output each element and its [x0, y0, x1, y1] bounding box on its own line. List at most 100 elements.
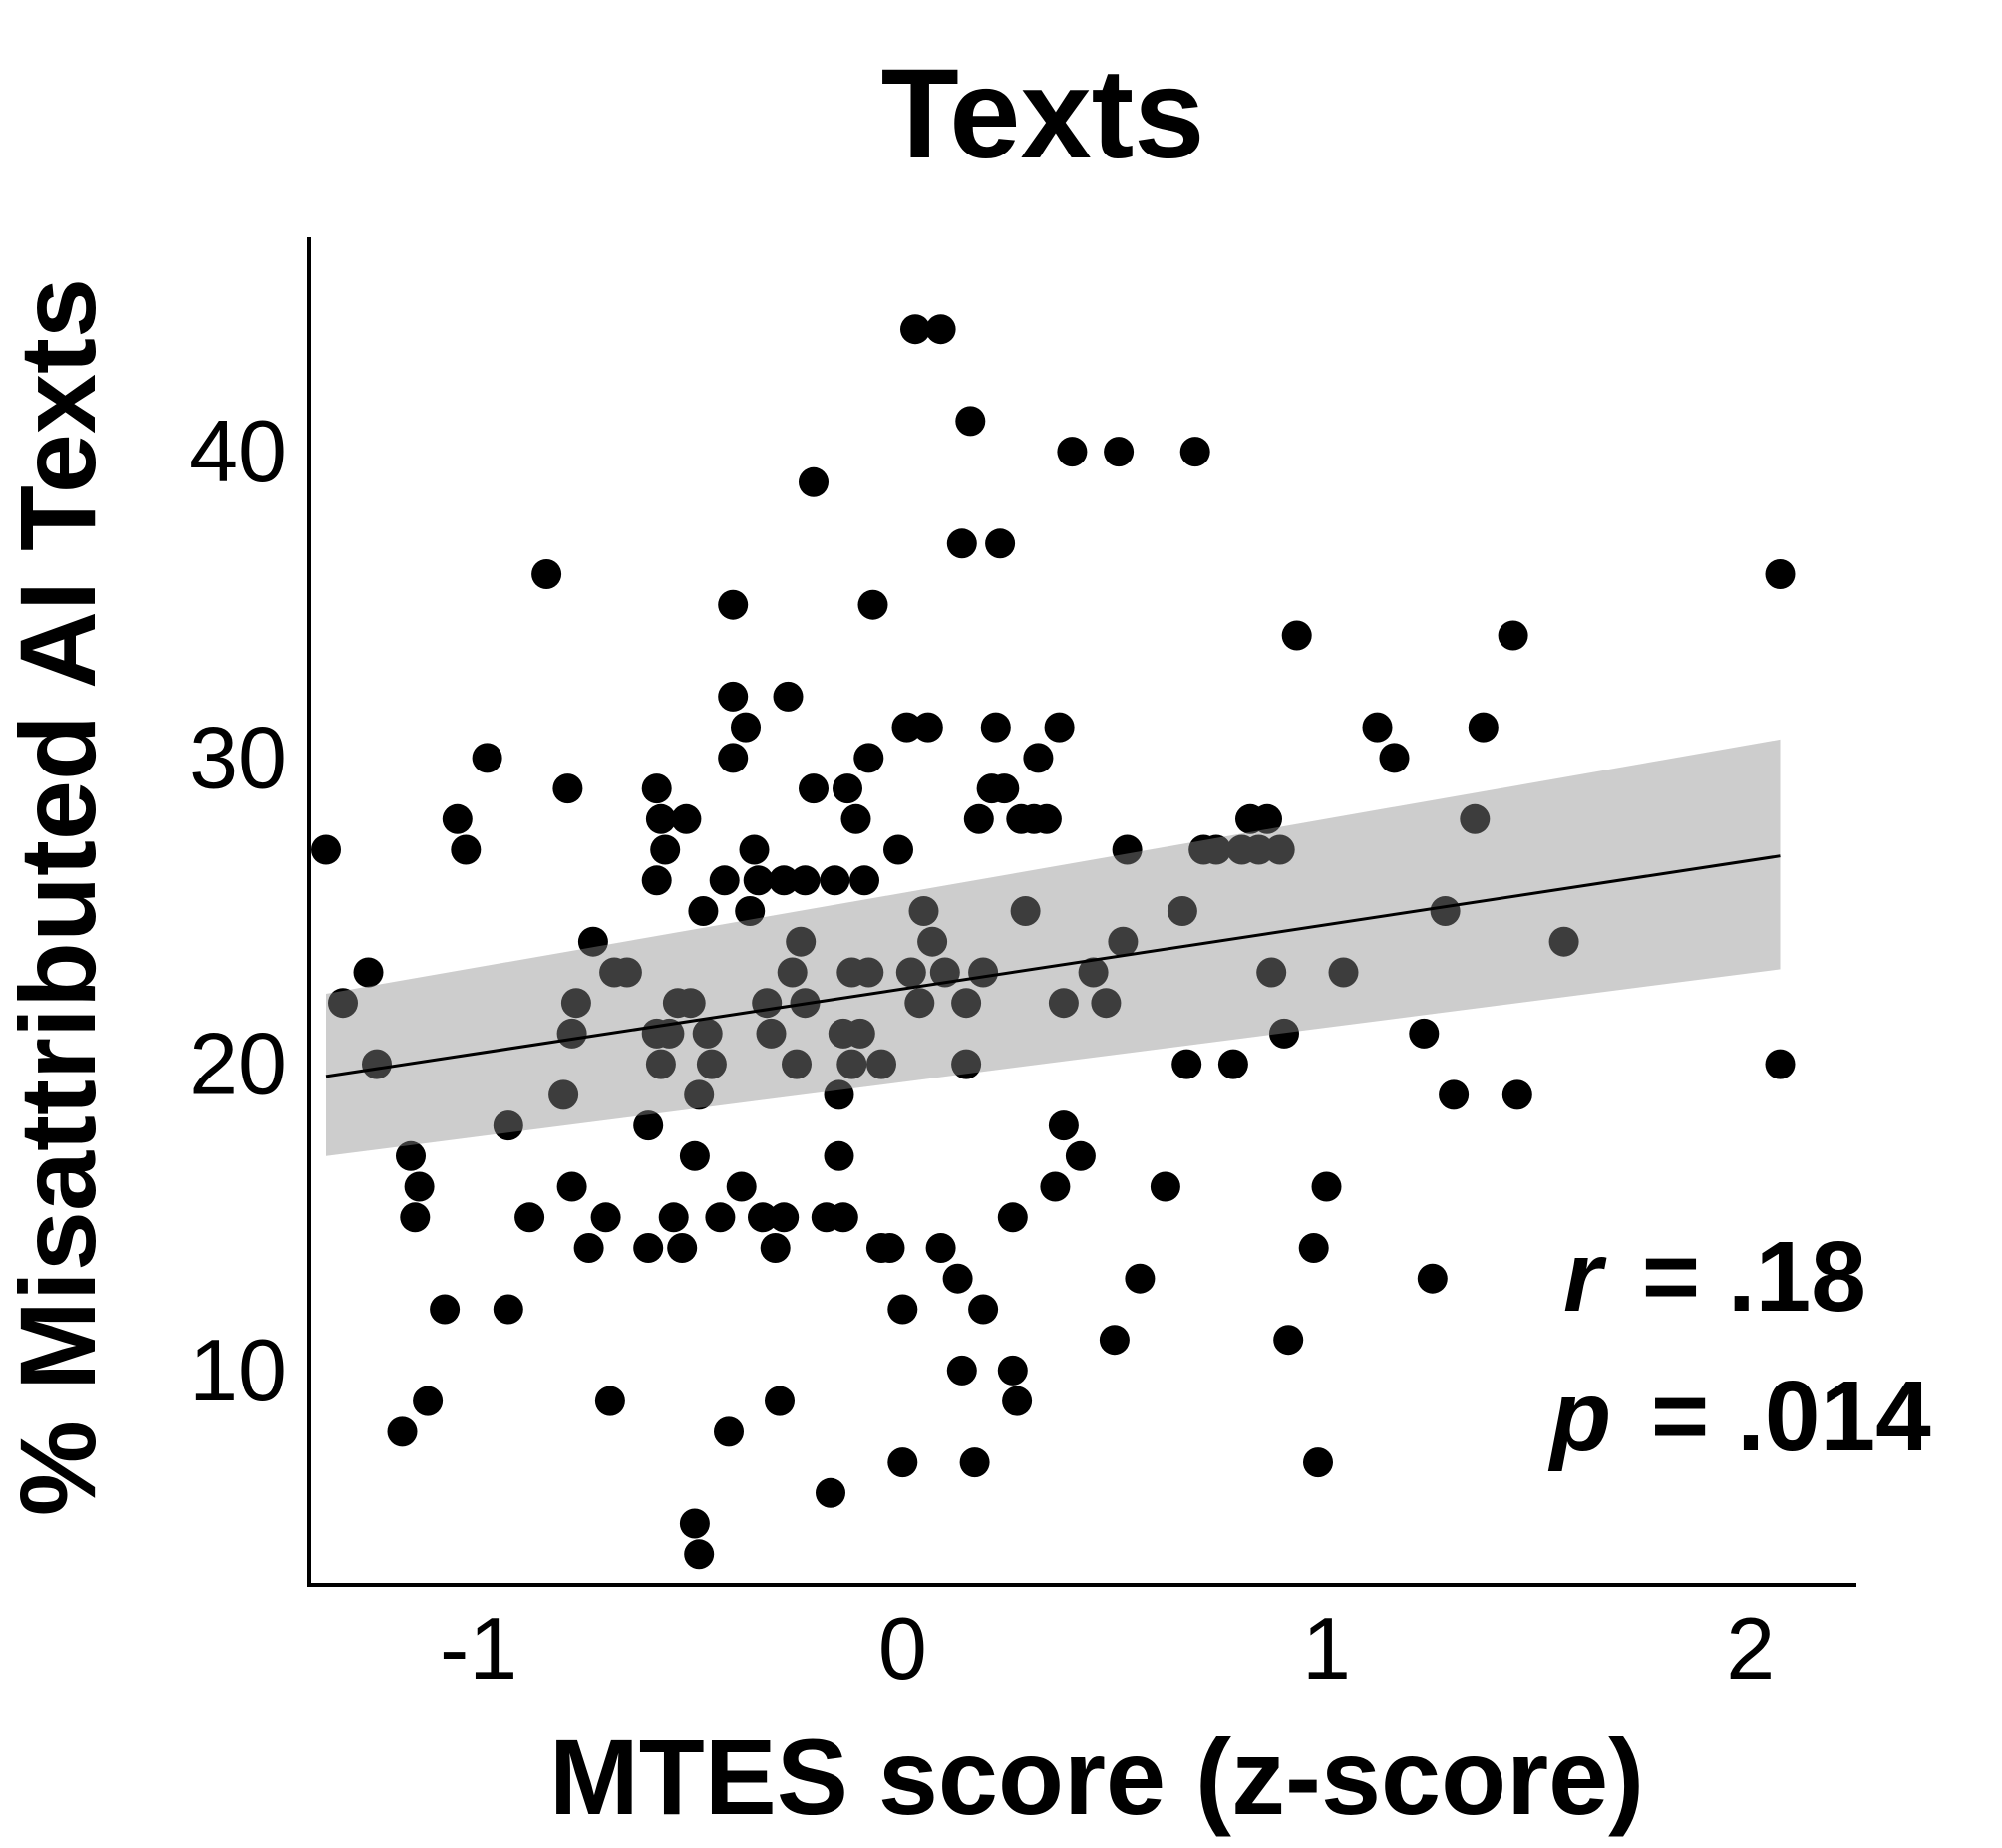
x-tick-label: 2: [1726, 1599, 1775, 1697]
r-statistic: r = .18: [1563, 1221, 1866, 1333]
data-point: [1379, 743, 1410, 773]
data-point: [786, 926, 817, 957]
data-point: [1065, 1140, 1096, 1171]
data-point: [1104, 437, 1135, 467]
data-point: [1057, 437, 1088, 467]
data-point: [748, 1202, 778, 1233]
data-point: [853, 957, 884, 988]
data-point: [824, 1140, 854, 1171]
data-point: [900, 314, 930, 345]
data-point: [1150, 1171, 1180, 1202]
data-point: [743, 865, 774, 896]
data-point: [1125, 1263, 1156, 1294]
data-point: [577, 926, 608, 957]
data-point: [849, 865, 879, 896]
data-point: [891, 712, 922, 743]
data-point: [396, 1140, 426, 1171]
data-point: [451, 834, 482, 865]
data-point: [594, 1386, 625, 1416]
y-tick-labels: 10 20 30 40: [189, 402, 287, 1419]
r-value: = .18: [1642, 1221, 1866, 1333]
data-point: [658, 1202, 689, 1233]
data-point: [641, 773, 672, 804]
data-point: [387, 1416, 418, 1447]
data-point: [739, 834, 770, 865]
data-point: [1099, 1325, 1130, 1356]
data-point: [645, 1049, 676, 1079]
data-point: [836, 1049, 867, 1079]
data-point: [887, 1294, 918, 1325]
data-point: [1498, 620, 1528, 651]
data-point: [756, 1018, 787, 1049]
data-point: [782, 1049, 812, 1079]
data-point: [611, 957, 642, 988]
data-point: [765, 1386, 795, 1416]
data-point: [904, 988, 935, 1019]
data-point: [353, 957, 384, 988]
data-point: [709, 865, 740, 896]
data-point: [1502, 1079, 1532, 1110]
data-point: [705, 1202, 736, 1233]
y-tick-label: 20: [189, 1015, 287, 1113]
data-point: [514, 1202, 545, 1233]
data-point: [1269, 1018, 1299, 1049]
data-point: [531, 559, 562, 589]
data-point: [328, 988, 358, 1019]
data-point: [1281, 620, 1312, 651]
data-point: [573, 1233, 604, 1263]
confidence-band-layer: [326, 739, 1781, 1156]
data-point: [493, 1294, 523, 1325]
data-point: [917, 926, 948, 957]
data-point: [633, 1233, 664, 1263]
data-point: [718, 743, 749, 773]
data-point: [1328, 957, 1359, 988]
data-point: [925, 1233, 956, 1263]
data-point: [679, 1140, 710, 1171]
data-point: [955, 406, 986, 437]
confidence-band-overlay: [326, 739, 1781, 1156]
data-point: [413, 1386, 444, 1416]
data-point: [1040, 1171, 1071, 1202]
data-point: [696, 1049, 727, 1079]
data-point: [1167, 896, 1197, 926]
data-point: [560, 988, 591, 1019]
regression-line: [325, 854, 1781, 1078]
data-point: [1023, 743, 1054, 773]
data-point: [1031, 803, 1062, 834]
y-tick-label: 40: [189, 402, 287, 500]
data-point: [895, 957, 926, 988]
data-point: [556, 1171, 587, 1202]
data-point: [1108, 926, 1139, 957]
data-point: [684, 1539, 715, 1570]
data-point: [1273, 1325, 1304, 1356]
data-point: [951, 988, 982, 1019]
data-point: [552, 773, 583, 804]
data-point: [866, 1049, 896, 1079]
data-point: [404, 1171, 435, 1202]
data-point: [1468, 712, 1499, 743]
data-point: [887, 1447, 918, 1478]
data-point: [989, 773, 1020, 804]
data-point: [874, 1233, 905, 1263]
x-axis-label: MTES score (z-score): [549, 1716, 1644, 1837]
data-point: [1298, 1233, 1329, 1263]
data-point: [1409, 1018, 1440, 1049]
data-point: [769, 865, 800, 896]
data-point: [718, 681, 749, 712]
data-point: [667, 1233, 698, 1263]
data-point: [951, 1049, 982, 1079]
data-point: [1044, 712, 1075, 743]
x-tick-label: -1: [440, 1599, 517, 1697]
data-point: [472, 743, 502, 773]
r-symbol: r: [1563, 1221, 1607, 1333]
data-point: [777, 957, 808, 988]
data-point: [1430, 896, 1461, 926]
data-point: [641, 865, 672, 896]
p-statistic: p = .014: [1547, 1361, 1931, 1472]
data-point: [735, 896, 766, 926]
data-point: [929, 957, 960, 988]
data-point: [1252, 803, 1282, 834]
data-point: [650, 834, 681, 865]
data-point: [769, 1202, 800, 1233]
x-tick-labels: -1 0 1 2: [440, 1599, 1775, 1697]
